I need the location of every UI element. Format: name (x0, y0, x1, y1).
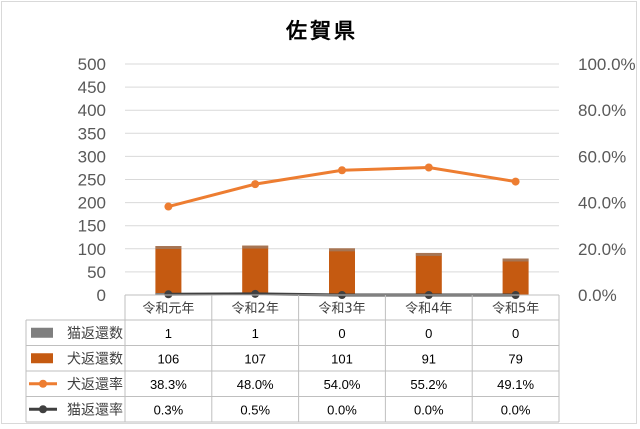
data-cell: 54.0% (324, 377, 361, 392)
y-right-tick-label: 20.0% (578, 240, 626, 259)
y-left-tick-label: 500 (78, 55, 106, 74)
data-cell: 38.3% (150, 377, 187, 392)
data-cell: 101 (331, 351, 353, 366)
y-left-tick-label: 200 (78, 194, 106, 213)
y-left-tick-label: 0 (97, 286, 106, 305)
data-cell: 0.0% (327, 402, 357, 417)
series-point (338, 166, 346, 175)
data-cell: 91 (422, 351, 436, 366)
data-cell: 0 (512, 326, 519, 341)
data-cell: 1 (165, 326, 172, 341)
data-cell: 107 (244, 351, 266, 366)
data-cell: 0.5% (240, 402, 270, 417)
series-name: 犬返還数 (67, 351, 123, 367)
y-left-tick-label: 450 (78, 78, 106, 97)
series-name: 犬返還率 (67, 376, 123, 393)
bar-dog (415, 252, 442, 295)
data-cell: 0 (338, 326, 345, 341)
y-left-tick-label: 250 (78, 171, 106, 190)
bar-cap (155, 246, 182, 250)
bar-series (155, 245, 529, 295)
data-cell: 1 (252, 326, 259, 341)
y-left-tick-label: 50 (87, 263, 106, 282)
y-left-tick-label: 350 (78, 124, 106, 143)
data-cell: 106 (158, 351, 180, 366)
bar-cap (242, 245, 269, 249)
data-cell: 0.0% (501, 402, 531, 417)
data-cell: 0.3% (154, 402, 184, 417)
y-axis-right: 100.0% 80.0% 60.0% 40.0% 20.0% 0.0% (578, 55, 636, 305)
chart-frame: 佐賀県 500 450 400 350 300 250 200 150 100 50 0 100.0… (1, 1, 637, 424)
series-point (511, 177, 520, 186)
series-point (164, 290, 173, 299)
data-cell: 49.1% (497, 377, 534, 392)
category-label: 令和元年 (142, 302, 194, 317)
series-point (424, 163, 433, 172)
y-left-tick-label: 100 (78, 240, 106, 259)
y-right-tick-label: 100.0% (578, 55, 636, 74)
y-left-tick-label: 150 (78, 217, 106, 236)
y-right-tick-label: 40.0% (578, 194, 626, 213)
legend-key-bar (31, 353, 53, 364)
bar-cap (502, 258, 529, 262)
y-left-tick-label: 300 (78, 147, 106, 166)
category-label: 令和2年 (232, 302, 279, 317)
data-cell: 55.2% (410, 377, 447, 392)
data-cell: 0.0% (414, 402, 444, 417)
y-right-tick-label: 80.0% (578, 101, 626, 120)
chart-title: 佐賀県 (285, 19, 358, 43)
data-cell: 79 (508, 351, 522, 366)
y-right-tick-label: 0.0% (578, 286, 617, 305)
bar-cap (329, 248, 355, 252)
category-label: 令和4年 (405, 302, 452, 317)
legend-key-marker (39, 405, 47, 414)
bar-cap (415, 252, 442, 256)
data-cell: 0 (425, 326, 432, 341)
series-name: 猫返還率 (67, 401, 123, 418)
bar-dog (329, 248, 355, 295)
series-point (251, 180, 260, 189)
bar-dog (242, 245, 269, 295)
bar-dog (502, 258, 529, 295)
series-point (251, 289, 260, 298)
data-cell: 48.0% (237, 377, 274, 392)
series-point (164, 202, 173, 211)
category-label: 令和5年 (492, 302, 539, 317)
legend-key-bar (31, 327, 53, 338)
bar-dog (155, 246, 182, 295)
category-label: 令和3年 (318, 302, 365, 317)
y-right-tick-label: 60.0% (578, 147, 626, 166)
series-name: 猫返還数 (67, 326, 123, 342)
y-left-tick-label: 400 (78, 101, 106, 120)
legend-key-marker (39, 379, 47, 388)
